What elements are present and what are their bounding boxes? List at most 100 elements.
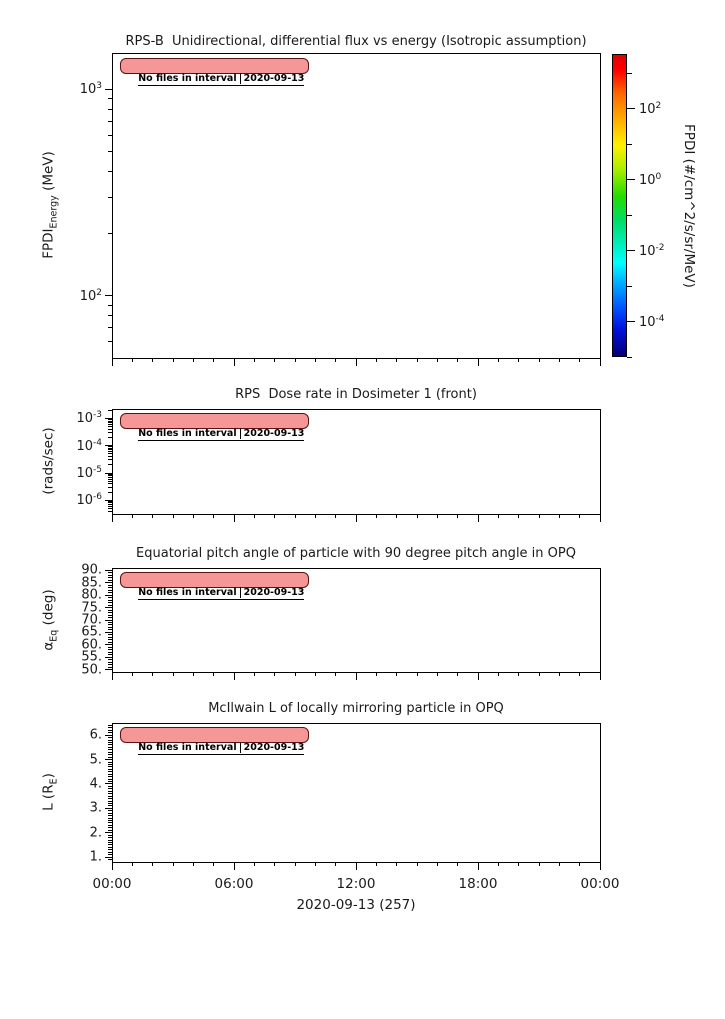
no-data-badge-text: No files in interval 2020-09-13 (138, 428, 305, 441)
y-minor-tick (108, 604, 112, 606)
y-minor-tick (108, 574, 112, 576)
y-minor-tick (108, 805, 112, 807)
colorbar-minor-tick (627, 356, 632, 358)
x-minor-tick (213, 358, 215, 362)
y-minor-tick (108, 501, 112, 503)
y-axis-label-sub: Energy (48, 195, 60, 229)
x-minor-tick (172, 514, 174, 518)
y-minor-tick (108, 776, 112, 778)
y-minor-tick (108, 426, 112, 428)
y-minor-tick (108, 98, 112, 100)
y-minor-tick (108, 793, 112, 795)
y-minor-tick (108, 614, 112, 616)
x-major-tick (111, 514, 113, 522)
tick-exponent: -4 (93, 437, 102, 448)
y-axis-label-text: FPDI (40, 228, 57, 259)
x-minor-tick (253, 862, 255, 866)
y-tick-label: 75. (81, 600, 102, 616)
y-tick-label: 65. (81, 624, 102, 640)
x-minor-tick (152, 672, 154, 676)
y-minor-tick (108, 649, 112, 651)
tick-exponent: 0 (655, 171, 662, 182)
y-minor-tick (108, 579, 112, 581)
x-minor-tick (579, 862, 581, 866)
x-minor-tick (213, 672, 215, 676)
x-major-tick (233, 672, 235, 680)
y-minor-tick (108, 502, 112, 504)
y-tick-label: 90. (81, 562, 102, 578)
y-minor-tick (108, 651, 112, 653)
y-axis-label-text: L (R (40, 784, 57, 811)
y-minor-tick (108, 419, 112, 421)
panel-title-pitch: Equatorial pitch angle of particle with … (136, 546, 576, 561)
y-tick-label: 5. (89, 752, 102, 768)
x-minor-tick (253, 514, 255, 518)
x-minor-tick (152, 358, 154, 362)
y-minor-tick (108, 599, 112, 601)
y-minor-tick (108, 134, 112, 136)
badge-date: 2020-09-13 (239, 742, 305, 753)
badge-date: 2020-09-13 (239, 73, 305, 84)
badge-date: 2020-09-13 (239, 428, 305, 439)
x-minor-tick (192, 358, 194, 362)
y-major-tick (105, 644, 112, 646)
y-tick-label: 10-3 (76, 410, 102, 427)
y-minor-tick (108, 827, 112, 829)
y-minor-tick (108, 732, 112, 734)
y-axis-label-text: (deg) (40, 589, 57, 630)
colorbar-tick-label: 10-4 (639, 313, 665, 330)
y-minor-tick (108, 664, 112, 666)
y-major-tick (105, 669, 112, 671)
x-minor-tick (457, 514, 459, 518)
y-minor-tick (108, 341, 112, 343)
y-major-tick (105, 88, 112, 90)
colorbar-minor-tick (627, 72, 632, 74)
y-tick-label: 10-4 (76, 437, 102, 454)
x-minor-tick (294, 672, 296, 676)
x-minor-tick (518, 672, 520, 676)
x-minor-tick (294, 514, 296, 518)
y-major-tick (105, 856, 112, 858)
colorbar-minor-tick (627, 285, 632, 287)
y-minor-tick (108, 829, 112, 831)
x-minor-tick (416, 862, 418, 866)
x-minor-tick (172, 358, 174, 362)
x-major-tick (111, 672, 113, 680)
x-minor-tick (294, 862, 296, 866)
x-minor-tick (396, 672, 398, 676)
x-major-tick (477, 514, 479, 522)
y-minor-tick (108, 451, 112, 453)
no-data-badge-text: No files in interval 2020-09-13 (138, 73, 305, 86)
badge-label: No files in interval (138, 742, 237, 753)
x-major-tick (477, 862, 479, 870)
y-minor-tick (108, 473, 112, 475)
y-minor-tick (108, 617, 112, 619)
y-minor-tick (108, 810, 112, 812)
colorbar-tick-label: 10-2 (639, 242, 665, 259)
y-major-tick (105, 759, 112, 761)
x-major-tick (355, 514, 357, 522)
x-minor-tick (396, 862, 398, 866)
y-minor-tick (108, 634, 112, 636)
y-minor-tick (108, 802, 112, 804)
y-minor-tick (108, 432, 112, 434)
y-major-tick (105, 594, 112, 596)
y-tick-label: 55. (81, 649, 102, 665)
y-minor-tick (108, 851, 112, 853)
x-minor-tick (131, 672, 133, 676)
y-axis-label-text: (MeV) (40, 151, 57, 196)
x-minor-tick (558, 672, 560, 676)
tick-exponent: 3 (96, 81, 102, 92)
x-minor-tick (253, 672, 255, 676)
y-minor-tick (108, 778, 112, 780)
y-minor-tick (108, 508, 112, 510)
x-minor-tick (457, 358, 459, 362)
x-minor-tick (396, 358, 398, 362)
y-minor-tick (108, 108, 112, 110)
tick-exponent: 2 (655, 100, 662, 111)
tick-exponent: -2 (655, 242, 665, 253)
colorbar-tick-label: 100 (639, 171, 662, 188)
y-major-tick (105, 295, 112, 297)
x-minor-tick (192, 672, 194, 676)
y-minor-tick (108, 751, 112, 753)
